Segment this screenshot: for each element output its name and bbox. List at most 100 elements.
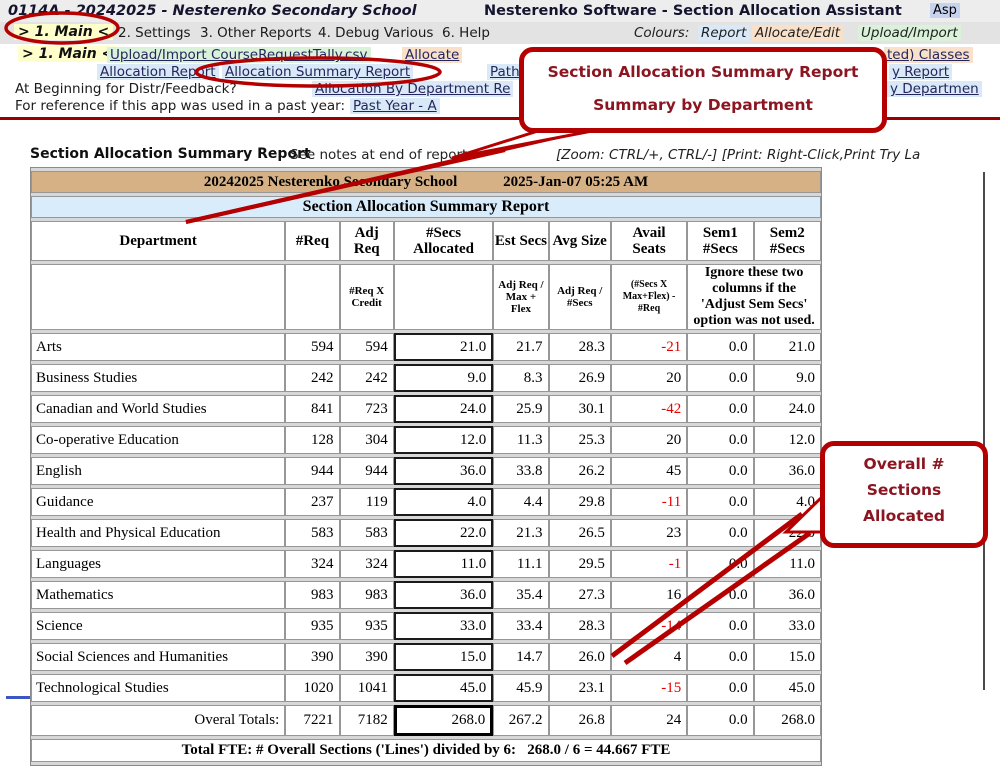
col-sem2-secs: Sem2 #Secs xyxy=(753,221,821,261)
value-cell: 27.3 xyxy=(548,581,611,609)
value-cell: 0.0 xyxy=(687,643,754,671)
colours-label: Colours: xyxy=(634,25,690,41)
value-cell: 12.0 xyxy=(753,426,821,454)
past-year-label: For reference if this app was used in a … xyxy=(15,98,346,114)
title-bar: 0114A - 20242025 - Nesterenko Secondary … xyxy=(0,0,1000,22)
table-row: Health and Physical Education 583 583 22.0 2… xyxy=(31,519,821,547)
report-page-title: Section Allocation Summary Report xyxy=(30,146,311,162)
dept-cell: Health and Physical Education xyxy=(31,519,286,547)
value-cell: 29.5 xyxy=(548,550,611,578)
tab-help[interactable]: 6. Help xyxy=(442,25,490,41)
allocation-by-department-link[interactable]: Allocation By Department Re xyxy=(312,81,514,97)
value-cell: 16 xyxy=(610,581,688,609)
value-cell: -1 xyxy=(610,550,688,578)
value-cell: -14 xyxy=(610,612,688,640)
value-cell: 26.2 xyxy=(548,457,611,485)
totals-label: Overal Totals: xyxy=(31,705,286,736)
value-cell: 944 xyxy=(339,457,394,485)
value-cell: 583 xyxy=(285,519,340,547)
legend-report: Report xyxy=(698,25,750,41)
value-cell: 4.0 xyxy=(753,488,821,516)
value-cell: 35.4 xyxy=(493,581,549,609)
value-cell: 45.0 xyxy=(753,674,821,702)
value-cell: 11.3 xyxy=(493,426,549,454)
right-page-edge-line xyxy=(983,172,985,690)
allocation-report-link[interactable]: Allocation Report xyxy=(97,64,219,80)
value-cell: 36.0 xyxy=(753,581,821,609)
value-cell: 0.0 xyxy=(687,426,754,454)
dept-cell: Social Sciences and Humanities xyxy=(31,643,286,671)
value-cell: 15.0 xyxy=(753,643,821,671)
legend-upload-import: Upload/Import xyxy=(858,25,961,41)
totals-sem2: 268.0 xyxy=(753,705,821,736)
value-cell: 935 xyxy=(339,612,394,640)
value-cell: 594 xyxy=(285,333,340,361)
sub-adj-req: #Req X Credit xyxy=(339,264,394,330)
value-cell: 1041 xyxy=(339,674,394,702)
table-row: Canadian and World Studies 841 723 24.0 25.9… xyxy=(31,395,821,423)
tab-other-reports[interactable]: 3. Other Reports xyxy=(200,25,312,41)
value-cell: 14.7 xyxy=(493,643,549,671)
value-cell: 4 xyxy=(610,643,688,671)
col-sem1-secs: Sem1 #Secs xyxy=(687,221,754,261)
value-cell: 0.0 xyxy=(687,674,754,702)
value-cell: 324 xyxy=(339,550,394,578)
report-link-fragment[interactable]: y Report xyxy=(889,64,953,80)
value-cell: 25.3 xyxy=(548,426,611,454)
value-cell: 4.4 xyxy=(493,488,549,516)
value-cell: 30.1 xyxy=(548,395,611,423)
value-cell: 20 xyxy=(610,426,688,454)
table-title: Section Allocation Summary Report xyxy=(31,196,821,218)
allocate-link[interactable]: Allocate xyxy=(402,47,463,63)
dept-cell: English xyxy=(31,457,286,485)
value-cell: 0.0 xyxy=(687,550,754,578)
value-cell: 25.9 xyxy=(493,395,549,423)
table-subheader-row: #Req X Credit Adj Req / Max + Flex Adj R… xyxy=(31,264,821,330)
past-year-link[interactable]: Past Year - A xyxy=(350,98,440,114)
tab-main[interactable]: > 1. Main < xyxy=(14,24,114,40)
value-cell: 22.0 xyxy=(393,519,494,547)
menu-separator-line xyxy=(0,117,1000,120)
value-cell: 0.0 xyxy=(687,488,754,516)
dept-cell: Languages xyxy=(31,550,286,578)
by-department-link-fragment[interactable]: y Departmen xyxy=(887,81,982,97)
value-cell: 36.0 xyxy=(393,581,494,609)
value-cell: 8.3 xyxy=(493,364,549,392)
col-avg-size: Avg Size xyxy=(548,221,611,261)
value-cell: 583 xyxy=(339,519,394,547)
value-cell: 23.1 xyxy=(548,674,611,702)
asp-badge[interactable]: Asp xyxy=(930,3,960,18)
value-cell: 12.0 xyxy=(393,426,494,454)
classes-link-fragment[interactable]: ted) Classes xyxy=(884,47,973,63)
overall-sections-callout: Overall # Sections Allocated xyxy=(820,441,988,548)
pathways-link-fragment[interactable]: Path xyxy=(487,64,523,80)
table-row: Co-operative Education 128 304 12.0 11.3 25.3… xyxy=(31,426,821,454)
totals-req: 7221 xyxy=(285,705,340,736)
value-cell: 841 xyxy=(285,395,340,423)
value-cell: -11 xyxy=(610,488,688,516)
summary-report-callout: Section Allocation Summary Report Summar… xyxy=(519,47,887,133)
value-cell: 26.9 xyxy=(548,364,611,392)
dept-cell: Canadian and World Studies xyxy=(31,395,286,423)
callout-text: Allocated xyxy=(863,507,945,525)
value-cell: 28.3 xyxy=(548,612,611,640)
value-cell: 4.0 xyxy=(393,488,494,516)
value-cell: 237 xyxy=(285,488,340,516)
tab-debug-various[interactable]: 4. Debug Various xyxy=(318,25,434,41)
legend-allocate-edit: Allocate/Edit xyxy=(752,25,843,41)
callout-text: Section Allocation Summary Report xyxy=(547,63,859,81)
callout-text: Overall # xyxy=(863,455,945,473)
value-cell: -21 xyxy=(610,333,688,361)
app-title: Nesterenko Software - Section Allocation… xyxy=(484,3,902,19)
zoom-print-hint: [Zoom: CTRL/+, CTRL/-] [Print: Right-Cli… xyxy=(556,147,921,163)
allocation-summary-report-link[interactable]: Allocation Summary Report xyxy=(222,64,414,80)
dept-cell: Guidance xyxy=(31,488,286,516)
tab-settings[interactable]: 2. Settings xyxy=(118,25,191,41)
value-cell: 9.0 xyxy=(753,364,821,392)
sem-columns-note: Ignore these two columns if the 'Adjust … xyxy=(687,264,821,330)
table-row: Languages 324 324 11.0 11.1 29.5 -1 0.0 11.0 xyxy=(31,550,821,578)
upload-import-link[interactable]: Upload/Import CourseRequestTally.csv xyxy=(107,47,371,63)
sub-avail-seats: (#Secs X Max+Flex) - #Req xyxy=(610,264,688,330)
value-cell: 45.9 xyxy=(493,674,549,702)
